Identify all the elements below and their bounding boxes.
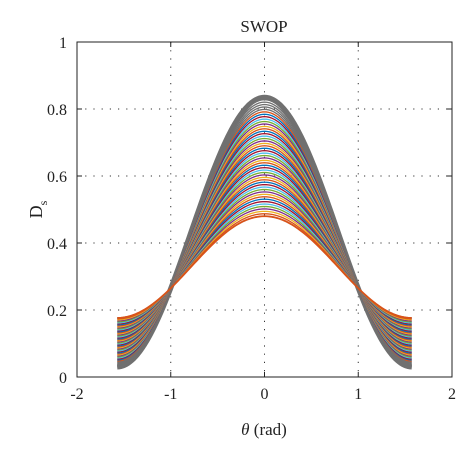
series-line — [117, 135, 412, 352]
series-line — [117, 130, 412, 354]
y-tick-label: 0.2 — [47, 303, 67, 320]
y-axis-label-main: D — [26, 205, 46, 218]
series-line — [117, 96, 412, 368]
y-tick-label: 0.8 — [47, 102, 67, 119]
x-axis-label-symbol: θ — [241, 420, 249, 439]
x-tick-label: 1 — [354, 386, 362, 403]
y-tick-label: 0.6 — [47, 169, 67, 186]
x-axis-label: θ (rad) — [241, 420, 287, 439]
tick-labels: -2 -1 0 1 2 0 0.2 0.4 0.6 0.8 1 — [47, 35, 456, 403]
series-line — [117, 133, 412, 353]
series-envelope-upper — [116, 94, 413, 370]
y-tick-label: 0.4 — [47, 236, 67, 253]
x-tick-label: 0 — [261, 386, 269, 403]
x-tick-label: -2 — [70, 386, 83, 403]
tick-marks — [76, 41, 453, 378]
y-axis-label-sub: s — [36, 200, 50, 205]
y-axis-label-text: Ds — [26, 200, 50, 218]
series-line — [117, 108, 412, 363]
chart-title: SWOP — [240, 17, 287, 36]
x-tick-label: 2 — [448, 386, 456, 403]
series-line-lowest — [117, 215, 412, 319]
series-curves — [116, 94, 413, 370]
y-axis-label: Ds — [26, 200, 50, 218]
x-axis-label-unit: (rad) — [250, 420, 287, 439]
grid-lines — [77, 42, 452, 377]
y-tick-label: 0 — [59, 370, 67, 387]
y-tick-label: 1 — [59, 35, 67, 52]
series-line — [117, 99, 412, 367]
x-tick-label: -1 — [164, 386, 177, 403]
